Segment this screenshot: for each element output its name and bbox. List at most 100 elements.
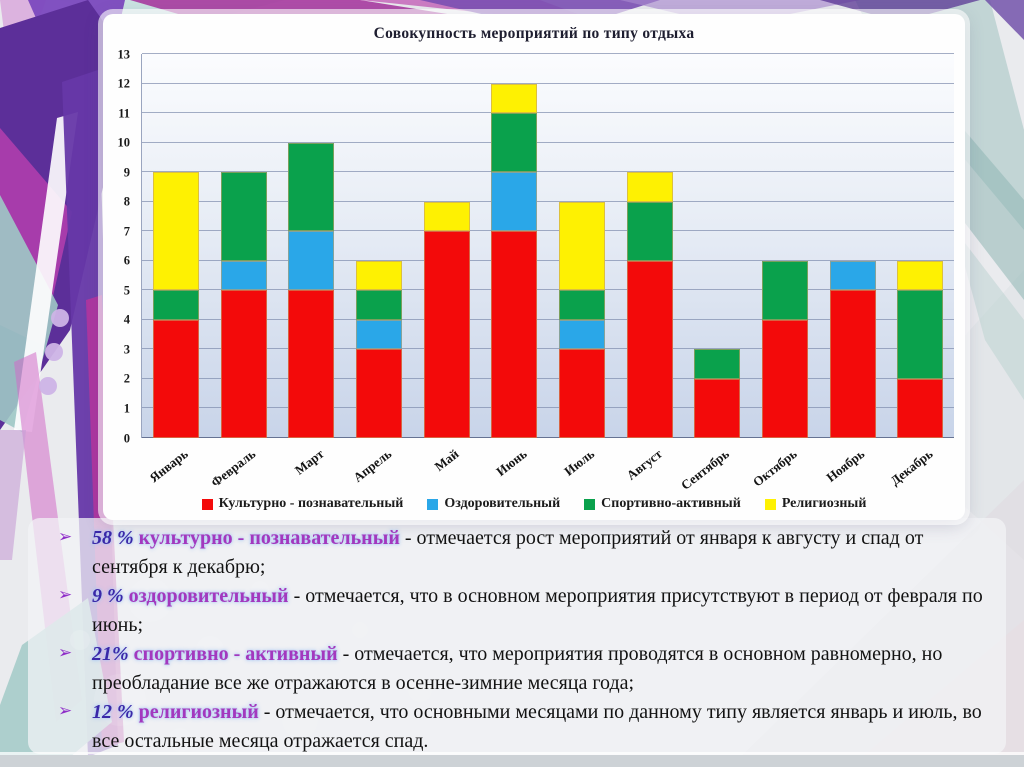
bar-segment bbox=[897, 378, 944, 438]
bullet-description: - отмечается рост мероприятий от января … bbox=[92, 527, 924, 578]
y-tick-label: 9 bbox=[123, 164, 130, 179]
bar-segment bbox=[355, 290, 402, 320]
y-tick-label: 5 bbox=[123, 283, 130, 298]
gridline bbox=[142, 82, 954, 84]
bar-segment bbox=[558, 290, 605, 320]
x-tick-label: Апрель bbox=[349, 446, 394, 485]
legend-item: Спортивно-активный bbox=[584, 496, 741, 512]
bullet-text: 58 % культурно - познавательный - отмеча… bbox=[92, 524, 998, 582]
bar-segment bbox=[355, 319, 402, 350]
legend-swatch bbox=[584, 498, 596, 510]
x-tick: Декабрь bbox=[885, 439, 953, 493]
bullet-term: религиозный bbox=[138, 701, 264, 723]
grid-layer bbox=[142, 53, 954, 438]
bar-segment bbox=[694, 349, 741, 379]
bar-slot bbox=[480, 54, 548, 438]
bar-segment bbox=[355, 260, 402, 291]
gridline bbox=[142, 230, 954, 232]
stacked-bar-2 bbox=[220, 54, 267, 438]
gridline bbox=[142, 200, 954, 202]
stacked-bar-6 bbox=[491, 54, 538, 438]
bar-segment bbox=[829, 290, 876, 438]
bullet-term: оздоровительный bbox=[128, 585, 294, 607]
bar-segment bbox=[288, 290, 335, 438]
gridline bbox=[142, 377, 954, 379]
y-tick-label: 1 bbox=[123, 401, 130, 416]
legend-swatch bbox=[201, 498, 213, 510]
bar-segment bbox=[220, 260, 267, 291]
y-tick-label: 6 bbox=[123, 253, 130, 268]
bullet-item: ➢ 9 % оздоровительный - отмечается, что в… bbox=[58, 582, 998, 640]
gridline bbox=[142, 437, 954, 438]
x-tick: Февраль bbox=[208, 439, 277, 493]
y-tick-label: 4 bbox=[123, 312, 130, 327]
x-tick: Июль bbox=[547, 439, 615, 493]
bar-segment bbox=[152, 319, 199, 438]
bar-segment bbox=[694, 378, 741, 438]
y-tick-label: 8 bbox=[123, 194, 130, 209]
bar-slot bbox=[683, 54, 751, 438]
bar-segment bbox=[220, 172, 267, 261]
bar-slot bbox=[819, 54, 887, 438]
bullet-description: - отмечается, что в основном мероприятия… bbox=[92, 585, 983, 636]
stacked-bar-9 bbox=[694, 54, 741, 438]
gridline bbox=[142, 289, 954, 291]
x-axis: Январь Февраль Март Апрель Май Июнь Июль Август… bbox=[141, 439, 953, 493]
bar-segment bbox=[626, 260, 673, 438]
gridline bbox=[142, 348, 954, 350]
bullet-text: 12 % религиозный - отмечается, что основ… bbox=[92, 698, 998, 756]
gridline bbox=[142, 53, 954, 54]
x-tick: Сентябрь bbox=[678, 439, 750, 493]
legend-item: Религиозный bbox=[764, 496, 866, 512]
bar-segment bbox=[152, 290, 199, 320]
gridline bbox=[142, 318, 954, 320]
bar-segment bbox=[152, 172, 199, 291]
chart-panel: Совокупность мероприятий по типу отдыха … bbox=[103, 14, 965, 520]
x-tick: Июнь bbox=[479, 439, 547, 493]
stacked-bar-12 bbox=[897, 54, 944, 438]
x-tick-label: Декабрь bbox=[887, 446, 936, 489]
x-tick: Ноябрь bbox=[818, 439, 886, 493]
legend-swatch bbox=[764, 498, 776, 510]
bar-slot bbox=[413, 54, 481, 438]
bar-segment bbox=[558, 201, 605, 291]
legend: Культурно - познавательный Оздоровительны… bbox=[103, 496, 965, 512]
bar-segment bbox=[626, 201, 673, 261]
gridline bbox=[142, 112, 954, 114]
bar-slot bbox=[886, 54, 954, 438]
x-tick-label: Октябрь bbox=[750, 446, 800, 490]
legend-item: Оздоровительный bbox=[427, 496, 560, 512]
bullet-text: 9 % оздоровительный - отмечается, что в … bbox=[92, 582, 998, 640]
gridline bbox=[142, 259, 954, 261]
bullet-arrow-icon: ➢ bbox=[58, 643, 73, 663]
bar-slot bbox=[751, 54, 819, 438]
x-tick-label: Сентябрь bbox=[678, 446, 733, 493]
bullet-text: 21% спортивно - активный - отмечается, ч… bbox=[92, 640, 998, 698]
x-tick: Март bbox=[276, 439, 344, 493]
x-tick-label: Январь bbox=[146, 446, 191, 486]
bar-segment bbox=[355, 349, 402, 438]
y-tick-label: 12 bbox=[117, 76, 131, 91]
bar-slot bbox=[616, 54, 684, 438]
bullet-percent: 21% bbox=[92, 643, 134, 665]
stacked-bar-4 bbox=[355, 54, 402, 438]
bullet-percent: 12 % bbox=[92, 701, 139, 723]
bar-segment bbox=[829, 260, 876, 291]
bar-segment bbox=[558, 319, 605, 350]
gridline bbox=[142, 141, 954, 143]
bullet-arrow-icon: ➢ bbox=[58, 527, 73, 547]
bar-segment bbox=[626, 172, 673, 202]
x-tick-label: Март bbox=[291, 446, 327, 478]
gridline bbox=[142, 407, 954, 409]
stacked-bar-7 bbox=[558, 54, 605, 438]
legend-label: Оздоровительный bbox=[444, 496, 561, 511]
bar-segment bbox=[761, 260, 808, 320]
bar-segment bbox=[491, 83, 538, 114]
bullet-arrow-icon: ➢ bbox=[58, 585, 73, 605]
stacked-bar-8 bbox=[626, 54, 673, 438]
bar-segment bbox=[491, 113, 538, 173]
bar-segment bbox=[558, 349, 605, 438]
x-tick: Октябрь bbox=[750, 439, 818, 493]
bullet-item: ➢ 12 % религиозный - отмечается, что осно… bbox=[58, 698, 998, 756]
